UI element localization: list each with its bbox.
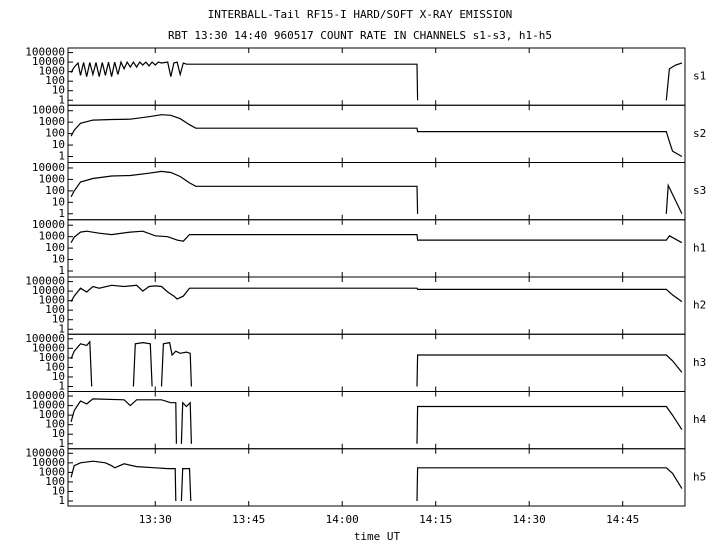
y-tick-label: 10 xyxy=(52,313,65,326)
y-tick-label: 1000 xyxy=(39,465,66,478)
channel-label: h4 xyxy=(693,413,707,426)
y-tick-label: 100 xyxy=(45,418,65,431)
y-tick-label: 10 xyxy=(52,84,65,97)
y-tick-label: 1000 xyxy=(39,230,66,243)
y-tick-label: 10 xyxy=(52,484,65,497)
y-tick-label: 1000 xyxy=(39,408,66,421)
panel-frame xyxy=(67,276,686,335)
panel-frame xyxy=(67,333,686,392)
y-tick-label: 10 xyxy=(52,427,65,440)
data-line xyxy=(70,230,683,244)
y-tick-label: 100000 xyxy=(25,389,65,402)
y-tick-label: 1 xyxy=(58,150,65,163)
y-tick-label: 1000 xyxy=(39,172,66,185)
y-tick-label: 1000 xyxy=(39,294,66,307)
y-tick-label: 10 xyxy=(52,370,65,383)
y-tick-label: 10000 xyxy=(32,399,65,412)
y-tick-label: 1 xyxy=(58,322,65,335)
channel-label: h3 xyxy=(693,356,706,369)
x-tick-label: 13:30 xyxy=(139,513,172,526)
y-tick-label: 10 xyxy=(52,138,65,151)
y-tick-label: 10 xyxy=(52,253,65,266)
y-tick-label: 100 xyxy=(45,241,65,254)
data-line xyxy=(70,460,683,502)
y-tick-label: 1000 xyxy=(39,351,66,364)
channel-label: s3 xyxy=(693,184,706,197)
data-line xyxy=(70,340,683,387)
data-line xyxy=(70,398,683,444)
y-tick-label: 1 xyxy=(58,264,65,277)
y-tick-label: 10000 xyxy=(32,161,65,174)
y-tick-label: 10000 xyxy=(32,341,65,354)
data-line xyxy=(70,114,683,158)
y-tick-label: 1 xyxy=(58,494,65,507)
x-tick-label: 14:45 xyxy=(606,513,639,526)
x-tick-label: 14:15 xyxy=(419,513,452,526)
x-tick-label: 14:30 xyxy=(513,513,546,526)
panel-frame xyxy=(67,104,686,163)
x-tick-label: 14:00 xyxy=(326,513,359,526)
y-tick-label: 100000 xyxy=(25,332,65,345)
channel-label: h1 xyxy=(693,241,706,254)
y-tick-label: 1000 xyxy=(39,115,66,128)
y-tick-label: 1 xyxy=(58,93,65,106)
y-tick-label: 100000 xyxy=(25,446,65,459)
y-tick-label: 100000 xyxy=(25,46,65,59)
y-tick-label: 100 xyxy=(45,74,65,87)
data-line xyxy=(70,170,683,215)
x-axis-label: time UT xyxy=(354,530,401,543)
chart-title: INTERBALL-Tail RF15-I HARD/SOFT X-RAY EM… xyxy=(208,8,513,21)
chart-subtitle: RBT 13:30 14:40 960517 COUNT RATE IN CHA… xyxy=(168,29,552,42)
panel-frame xyxy=(67,47,686,106)
x-tick-label: 13:45 xyxy=(232,513,265,526)
channel-label: s1 xyxy=(693,70,706,83)
y-tick-label: 100 xyxy=(45,184,65,197)
y-tick-label: 10000 xyxy=(32,456,65,469)
y-tick-label: 100 xyxy=(45,360,65,373)
data-line xyxy=(70,284,683,303)
y-tick-label: 1 xyxy=(58,207,65,220)
channel-label: h2 xyxy=(693,299,706,312)
y-tick-label: 10000 xyxy=(32,104,65,117)
y-tick-label: 100 xyxy=(45,127,65,140)
panel-frame xyxy=(67,448,686,507)
data-line xyxy=(70,60,683,101)
y-tick-label: 100 xyxy=(45,303,65,316)
y-tick-label: 1 xyxy=(58,437,65,450)
channel-label: s2 xyxy=(693,127,706,140)
y-tick-label: 1 xyxy=(58,380,65,393)
y-tick-label: 10000 xyxy=(32,218,65,231)
channel-label: h5 xyxy=(693,470,706,483)
y-tick-label: 10000 xyxy=(32,284,65,297)
panel-frame xyxy=(67,219,686,278)
y-tick-label: 10 xyxy=(52,195,65,208)
y-tick-label: 100 xyxy=(45,475,65,488)
y-tick-label: 100000 xyxy=(25,275,65,288)
y-tick-label: 10000 xyxy=(32,55,65,68)
y-tick-label: 1000 xyxy=(39,65,66,78)
